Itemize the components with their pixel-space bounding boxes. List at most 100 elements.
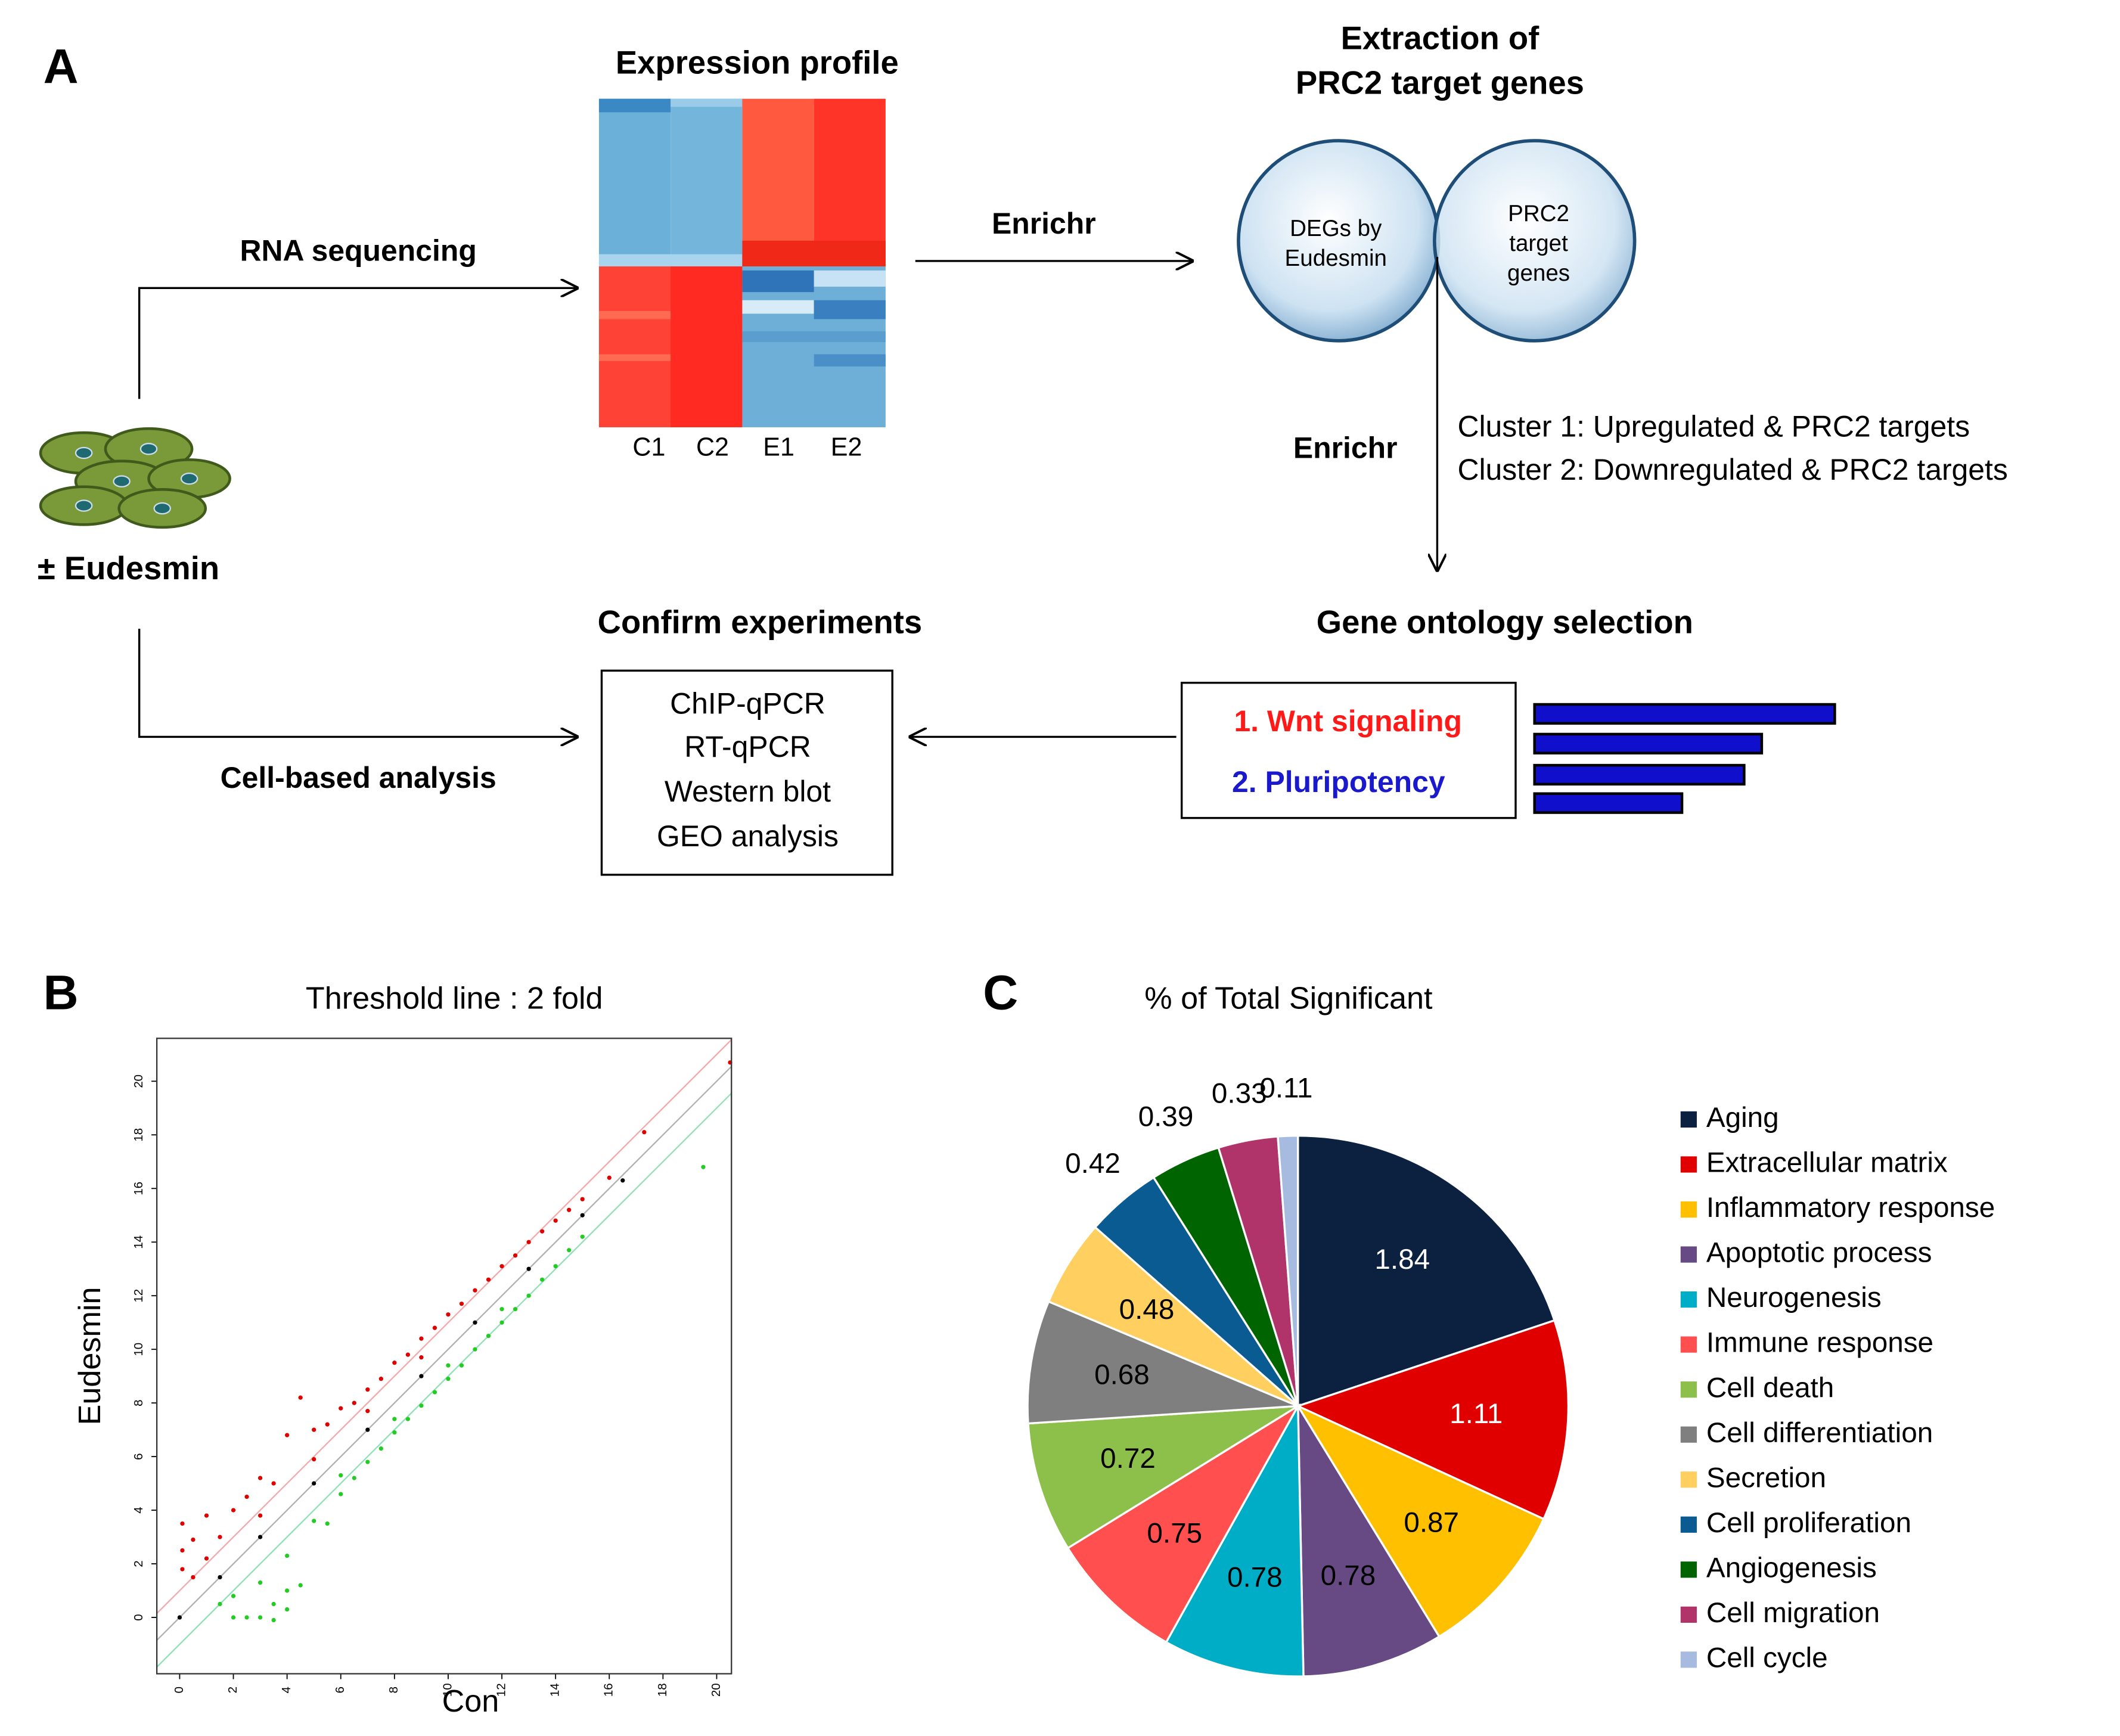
plot-frame [156, 1038, 732, 1675]
point [231, 1508, 236, 1513]
venn-label: PRC2 [1508, 201, 1569, 226]
pie-slice [1165, 1402, 1305, 1678]
point [486, 1334, 491, 1339]
legend-swatch [1680, 1471, 1697, 1488]
point [499, 1264, 504, 1269]
x-tick-label: 20 [710, 1683, 723, 1697]
value-label: 0.33 [1212, 1077, 1267, 1109]
point [180, 1567, 185, 1572]
point [312, 1481, 316, 1486]
value-label: 0.78 [1321, 1560, 1376, 1591]
value-label: 0.78 [1227, 1561, 1283, 1593]
point [257, 1535, 263, 1539]
pie-slice [1027, 1405, 1299, 1550]
heatmap [598, 98, 886, 427]
chart-title: % of Total Significant [1144, 982, 1433, 1016]
point [446, 1377, 451, 1381]
pie-slice [1047, 1225, 1299, 1407]
point [378, 1446, 383, 1451]
point [325, 1422, 330, 1427]
column-label: E2 [831, 433, 862, 462]
value-label: 0.68 [1094, 1359, 1150, 1390]
point [352, 1400, 356, 1405]
panel-label: A [44, 40, 79, 94]
y-tick-label: 20 [132, 1074, 145, 1088]
legend-label: Immune response [1706, 1327, 1933, 1359]
point [218, 1601, 222, 1607]
treatment-label: ± Eudesmin [38, 550, 219, 586]
point [446, 1312, 451, 1317]
cells-icon [39, 427, 231, 529]
point [526, 1266, 531, 1271]
x-tick-label: 14 [549, 1683, 562, 1697]
y-tick-label: 0 [132, 1614, 145, 1620]
point [526, 1240, 531, 1244]
point [177, 1615, 182, 1620]
step-label: Cell-based analysis [221, 761, 496, 794]
point [271, 1481, 276, 1486]
chart-title: Threshold line : 2 fold [306, 982, 603, 1016]
legend-label: Cell migration [1706, 1597, 1880, 1629]
point [540, 1229, 545, 1234]
pie-slice [1066, 1403, 1301, 1644]
x-tick-label: 10 [441, 1683, 454, 1697]
legend-label: Aging [1706, 1102, 1779, 1133]
value-label: 0.11 [1259, 1072, 1312, 1104]
value-label: 0.48 [1119, 1294, 1175, 1325]
legend-label: Cell cycle [1706, 1642, 1828, 1674]
point [392, 1361, 397, 1365]
point [339, 1492, 343, 1496]
go-item: 2. Pluripotency [1232, 765, 1445, 799]
point [257, 1476, 263, 1480]
heading: Extraction of [1341, 20, 1540, 57]
value-label: 0.75 [1147, 1517, 1202, 1549]
point [244, 1615, 249, 1620]
x-tick-label: 0 [173, 1687, 186, 1693]
panel-a: A Expression profile Extraction of PRC2 … [38, 20, 2008, 876]
point [567, 1248, 572, 1253]
pie-slice [1297, 1134, 1556, 1408]
legend-swatch [1680, 1246, 1697, 1263]
box [1180, 682, 1517, 819]
point [365, 1459, 370, 1464]
cluster-text: Cluster 2: Downregulated & PRC2 targets [1457, 453, 2007, 486]
point [459, 1363, 464, 1368]
x-tick-label: 16 [603, 1683, 616, 1697]
panel-label: B [44, 966, 79, 1020]
pie-slice [1295, 1403, 1545, 1638]
pie-slice [1295, 1319, 1570, 1521]
x-tick-label: 2 [226, 1687, 240, 1693]
x-axis-label: Con [442, 1684, 499, 1719]
heading: Gene ontology selection [1317, 604, 1693, 641]
point [257, 1615, 263, 1620]
legend-label: Secretion [1706, 1462, 1826, 1493]
point [405, 1352, 411, 1357]
legend-label: Extracellular matrix [1706, 1147, 1948, 1179]
value-label: 1.84 [1374, 1244, 1430, 1275]
point [218, 1535, 222, 1539]
point [526, 1293, 531, 1298]
threshold-line [157, 1066, 732, 1641]
point [244, 1494, 249, 1499]
point [312, 1518, 316, 1523]
legend-swatch [1680, 1381, 1697, 1398]
point [499, 1320, 504, 1325]
point [257, 1513, 263, 1518]
step-label: Enrichr [992, 207, 1096, 240]
venn-label: DEGs by [1290, 216, 1382, 241]
point [285, 1553, 290, 1558]
legend-swatch [1680, 1291, 1697, 1308]
point [285, 1607, 290, 1612]
point [432, 1325, 437, 1330]
legend-swatch [1680, 1156, 1697, 1173]
point [312, 1456, 316, 1462]
go-item: 1. Wnt signaling [1234, 704, 1462, 738]
heading: PRC2 target genes [1296, 64, 1584, 101]
point [446, 1363, 451, 1368]
step-label: RNA sequencing [240, 234, 476, 268]
point [540, 1277, 545, 1282]
pie-slice [1277, 1134, 1299, 1406]
x-tick-label: 6 [334, 1687, 347, 1693]
point [513, 1253, 518, 1258]
